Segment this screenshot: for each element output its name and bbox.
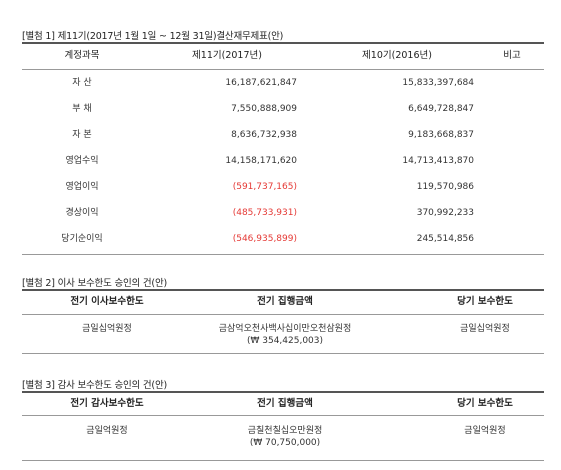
row-current-value: 8,636,732,938 <box>231 130 297 140</box>
row-previous-value: 245,514,856 <box>416 234 474 244</box>
section2-header-prev-limit: 전기 이사보수한도 <box>70 296 144 307</box>
row-item: 자 본 <box>72 130 92 140</box>
row-item: 부 채 <box>72 104 92 114</box>
row-previous-value: 6,649,728,847 <box>408 104 474 114</box>
row-previous-value: 15,833,397,684 <box>402 78 474 88</box>
section1-header-rule <box>22 69 544 70</box>
section2-prev-limit-value: 금일십억원정 <box>82 324 132 334</box>
row-item: 영업수익 <box>65 156 99 166</box>
section3-executed-value: 금칠천칠십오만원정 <box>247 426 323 436</box>
table-row: 자 산 16,187,621,847 15,833,397,684 <box>22 70 544 96</box>
section1-title: [별첨 1] 제11기(2017년 1월 1일 ~ 12월 31일)결산재무제표… <box>22 31 284 42</box>
table-row: 자 본 8,636,732,938 9,183,668,837 <box>22 122 544 148</box>
section3-current-limit-value: 금일억원정 <box>464 426 506 436</box>
row-item: 영업이익 <box>65 182 99 192</box>
section2-executed-value: 금삼억오천사백사십이만오천삼원정 <box>218 324 352 334</box>
section2-header-rule <box>22 314 544 315</box>
section3-bottom-rule <box>22 460 544 461</box>
header-item: 계정과목 <box>64 50 100 61</box>
row-current-value: (485,733,931) <box>232 208 297 218</box>
table-row: 영업수익 14,158,171,620 14,713,413,870 <box>22 148 544 174</box>
section1-header-row: 계정과목 제11기(2017년) 제10기(2016년) 비고 <box>22 43 544 69</box>
section3-header-rule <box>22 415 544 416</box>
section1-top-rule <box>22 42 544 44</box>
row-item: 당기순이익 <box>61 234 103 244</box>
section2-header-executed: 전기 집행금액 <box>257 296 313 307</box>
table-row: 부 채 7,550,888,909 6,649,728,847 <box>22 96 544 122</box>
section2-top-rule <box>22 289 544 291</box>
section3-title: [별첨 3] 감사 보수한도 승인의 건(안) <box>22 380 167 391</box>
section1-bottom-rule <box>22 254 544 255</box>
section2-title: [별첨 2] 이사 보수한도 승인의 건(안) <box>22 278 167 289</box>
row-item: 경상이익 <box>65 208 99 218</box>
section2-header-current-limit: 당기 보수한도 <box>457 296 513 307</box>
row-current-value: 7,550,888,909 <box>231 104 297 114</box>
row-current-value: (546,935,899) <box>232 234 297 244</box>
section3-prev-limit-value: 금일억원정 <box>86 426 128 436</box>
table-row: 당기순이익 (546,935,899) 245,514,856 <box>22 226 544 252</box>
row-previous-value: 370,992,233 <box>416 208 474 218</box>
section3-executed-amount: (₩ 70,750,000) <box>249 438 321 448</box>
section2-executed-amount: (₩ 354,425,003) <box>246 336 324 346</box>
row-current-value: 16,187,621,847 <box>225 78 297 88</box>
row-previous-value: 119,570,986 <box>416 182 474 192</box>
header-previous-period: 제10기(2016년) <box>362 50 432 61</box>
row-current-value: 14,158,171,620 <box>225 156 297 166</box>
row-item: 자 산 <box>72 78 92 88</box>
section2-current-limit-value: 금일십억원정 <box>460 324 510 334</box>
table-row: 경상이익 (485,733,931) 370,992,233 <box>22 200 544 226</box>
section2-bottom-rule <box>22 353 544 354</box>
row-previous-value: 9,183,668,837 <box>408 130 474 140</box>
section3-top-rule <box>22 391 544 393</box>
section3-header-prev-limit: 전기 감사보수한도 <box>70 398 144 409</box>
section3-header-current-limit: 당기 보수한도 <box>457 398 513 409</box>
section3-header-executed: 전기 집행금액 <box>257 398 313 409</box>
row-previous-value: 14,713,413,870 <box>402 156 474 166</box>
table-row: 영업이익 (591,737,165) 119,570,986 <box>22 174 544 200</box>
header-current-period: 제11기(2017년) <box>192 50 262 61</box>
row-current-value: (591,737,165) <box>232 182 297 192</box>
header-note: 비고 <box>503 50 521 61</box>
